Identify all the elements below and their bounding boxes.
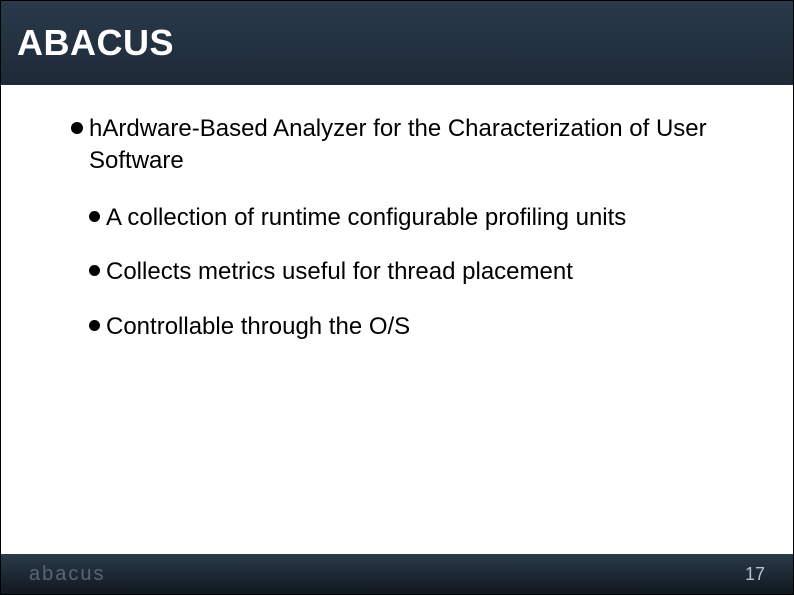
- bullet-icon: [89, 320, 100, 331]
- bullet-sub-item: Controllable through the O/S: [89, 311, 723, 343]
- bullet-sub-item: Collects metrics useful for thread place…: [89, 256, 723, 288]
- bullet-main-text: hArdware-Based Analyzer for the Characte…: [89, 113, 723, 178]
- bullet-sub-item: A collection of runtime configurable pro…: [89, 202, 723, 234]
- bullet-icon: [71, 122, 83, 134]
- bullet-main: hArdware-Based Analyzer for the Characte…: [71, 113, 723, 178]
- slide-header: ABACUS: [1, 1, 793, 85]
- bullet-icon: [89, 211, 100, 222]
- bullet-sub-text: Controllable through the O/S: [106, 311, 410, 343]
- page-number: 17: [745, 564, 765, 585]
- bullet-icon: [89, 265, 100, 276]
- footer-logo: abacus: [29, 563, 106, 586]
- bullet-sub-text: Collects metrics useful for thread place…: [106, 256, 573, 288]
- slide-title: ABACUS: [17, 22, 174, 64]
- slide-footer: abacus 17: [1, 554, 793, 594]
- bullet-sub-text: A collection of runtime configurable pro…: [106, 202, 626, 234]
- slide-content: hArdware-Based Analyzer for the Characte…: [1, 85, 793, 343]
